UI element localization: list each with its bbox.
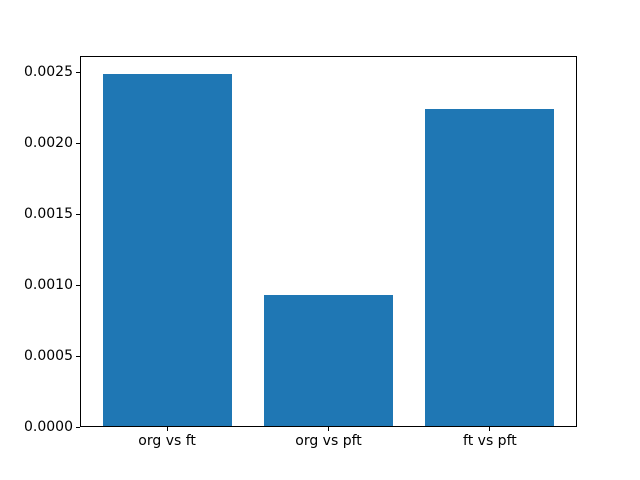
y-tick-label: 0.0025 bbox=[24, 64, 73, 81]
y-tick-label: 0.0020 bbox=[24, 135, 73, 152]
bar-0 bbox=[102, 73, 232, 427]
y-tick-label: 0.0005 bbox=[24, 348, 73, 364]
y-tick-label: 0.0000 bbox=[24, 419, 73, 435]
x-tick-mark bbox=[166, 427, 168, 431]
bar-1 bbox=[264, 295, 394, 427]
y-tick-mark bbox=[76, 213, 80, 215]
x-tick-label: ft vs pft bbox=[463, 433, 517, 449]
x-tick-label: org vs ft bbox=[138, 433, 196, 449]
y-tick-mark bbox=[76, 426, 80, 428]
plot-area bbox=[80, 56, 577, 427]
x-tick-label: org vs pft bbox=[295, 433, 362, 449]
x-tick-mark bbox=[328, 427, 329, 431]
x-tick-mark bbox=[489, 427, 491, 431]
y-tick-mark bbox=[76, 71, 80, 73]
bar-2 bbox=[425, 109, 555, 427]
y-tick-mark bbox=[76, 284, 80, 286]
y-tick-label: 0.0010 bbox=[24, 277, 73, 294]
y-tick-mark bbox=[76, 142, 80, 144]
y-tick-label: 0.0015 bbox=[24, 206, 73, 223]
y-tick-mark bbox=[76, 355, 80, 357]
